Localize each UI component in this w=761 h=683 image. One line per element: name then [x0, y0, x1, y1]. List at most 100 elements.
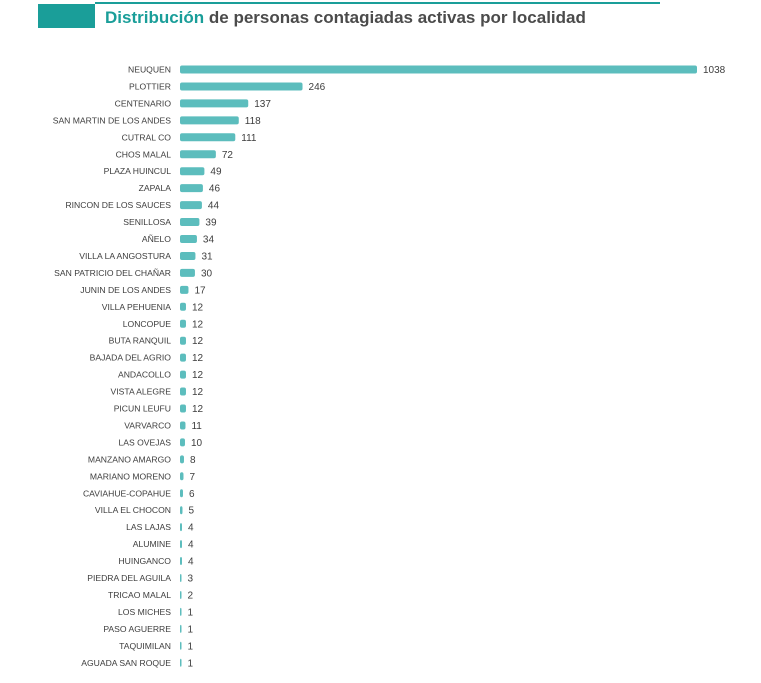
value-label: 17	[194, 285, 206, 296]
category-label: PICUN LEUFU	[114, 404, 171, 414]
category-label: VILLA PEHUENIA	[102, 302, 172, 312]
bar	[180, 201, 202, 210]
category-label: JUNIN DE LOS ANDES	[80, 285, 171, 295]
bar	[180, 235, 197, 243]
category-label: ALUMINE	[133, 539, 171, 549]
bar	[180, 658, 182, 667]
bar	[180, 506, 183, 515]
chart-title: Distribución de personas contagiadas act…	[105, 8, 586, 28]
category-label: AGUADA SAN ROQUE	[81, 658, 171, 668]
title-rest: de personas contagiadas activas por loca…	[208, 8, 586, 27]
bar	[180, 285, 189, 294]
bar	[180, 438, 185, 447]
bar	[180, 370, 186, 379]
category-label: PLOTTIER	[129, 81, 171, 91]
category-label: VARVARCO	[124, 420, 171, 430]
value-label: 5	[188, 506, 194, 517]
category-label: ANDACOLLO	[118, 370, 171, 380]
value-label: 12	[192, 353, 204, 364]
category-label: ZAPALA	[139, 183, 172, 193]
value-label: 72	[222, 150, 234, 161]
bar	[180, 150, 216, 159]
value-label: 137	[254, 99, 271, 110]
bar	[180, 489, 183, 498]
bar	[180, 99, 249, 108]
bar	[180, 82, 303, 91]
value-label: 39	[205, 218, 217, 229]
category-label: PIEDRA DEL AGUILA	[87, 573, 171, 583]
value-label: 4	[188, 540, 194, 551]
category-label: LAS LAJAS	[126, 522, 171, 532]
value-label: 1	[188, 658, 194, 669]
value-label: 6	[189, 489, 195, 500]
value-label: 12	[192, 404, 204, 415]
value-label: 118	[245, 116, 261, 127]
bar	[180, 607, 182, 616]
category-label: BUTA RANQUIL	[109, 336, 172, 346]
bar	[180, 590, 182, 599]
category-label: PASO AGUERRE	[103, 624, 171, 634]
category-label: CENTENARIO	[115, 98, 172, 108]
category-label: SAN PATRICIO DEL CHAÑAR	[54, 268, 171, 278]
value-label: 111	[241, 133, 257, 144]
category-label: CHOS MALAL	[116, 149, 172, 159]
value-label: 1	[188, 624, 194, 635]
value-label: 31	[201, 251, 213, 262]
bar	[180, 336, 186, 345]
bar	[180, 624, 182, 633]
category-label: NEUQUEN	[128, 65, 171, 75]
value-label: 7	[189, 472, 195, 483]
value-label: 8	[190, 455, 196, 466]
bar	[180, 574, 182, 582]
value-label: 49	[210, 167, 222, 178]
category-label: AÑELO	[142, 234, 171, 244]
value-label: 11	[191, 421, 202, 432]
bar	[180, 65, 697, 74]
bar	[180, 472, 184, 481]
value-label: 246	[309, 82, 326, 93]
category-label: PLAZA HUINCUL	[104, 166, 172, 176]
value-label: 2	[188, 590, 194, 601]
category-label: CUTRAL CO	[122, 132, 172, 142]
value-label: 12	[192, 319, 204, 330]
bar	[180, 167, 205, 176]
bar	[180, 302, 186, 311]
category-label: CAVIAHUE-COPAHUE	[83, 488, 171, 498]
bar	[180, 133, 236, 142]
category-label: LOS MICHES	[118, 607, 171, 617]
category-label: MANZANO AMARGO	[88, 454, 171, 464]
bar	[180, 641, 182, 650]
header-rule	[95, 2, 660, 4]
value-label: 4	[188, 557, 194, 568]
category-label: LONCOPUE	[123, 319, 171, 329]
bar	[180, 557, 182, 566]
bar	[180, 421, 186, 430]
value-label: 12	[192, 387, 204, 398]
header-accent-block	[38, 4, 95, 28]
bar	[180, 268, 195, 277]
category-label: BAJADA DEL AGRIO	[90, 353, 172, 363]
value-label: 1	[188, 607, 194, 618]
bar	[180, 523, 182, 532]
bar	[180, 319, 186, 328]
category-label: MARIANO MORENO	[90, 471, 171, 481]
category-label: TAQUIMILAN	[119, 641, 171, 651]
bar	[180, 387, 186, 396]
bar	[180, 540, 182, 549]
bar	[180, 218, 200, 227]
bar	[180, 251, 196, 260]
category-label: HUINGANCO	[118, 556, 171, 566]
title-accent: Distribución	[105, 8, 205, 27]
value-label: 12	[192, 370, 204, 381]
category-label: TRICAO MALAL	[108, 590, 171, 600]
value-label: 4	[188, 523, 194, 534]
category-label: VILLA LA ANGOSTURA	[79, 251, 171, 261]
value-label: 10	[191, 438, 203, 449]
category-label: SENILLOSA	[123, 217, 171, 227]
value-label: 12	[192, 336, 204, 347]
bar	[180, 455, 184, 464]
value-label: 3	[188, 574, 194, 585]
category-label: SAN MARTIN DE LOS ANDES	[53, 115, 172, 125]
value-label: 12	[192, 302, 204, 313]
